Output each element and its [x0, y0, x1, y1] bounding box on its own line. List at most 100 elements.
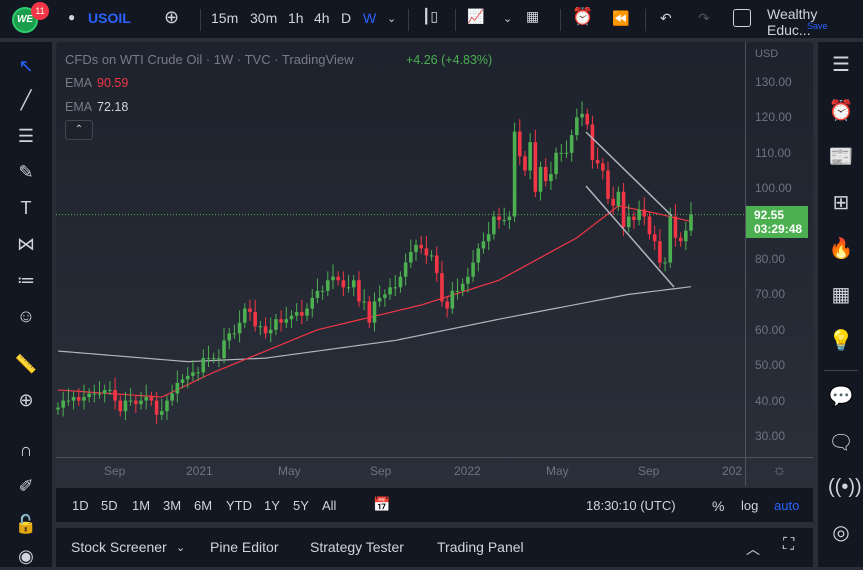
- tab-strategy-tester[interactable]: Strategy Tester: [310, 539, 404, 555]
- chart-area[interactable]: [56, 42, 813, 486]
- candle-body: [237, 322, 242, 334]
- settings-gear-icon[interactable]: ☼: [772, 462, 787, 479]
- candle-body: [346, 287, 351, 289]
- maximize-icon[interactable]: ⛶: [783, 536, 795, 553]
- chevron-down-icon[interactable]: ⌄: [387, 13, 397, 25]
- trendline-icon[interactable]: ╱: [20, 90, 32, 110]
- range-3m[interactable]: 3M: [163, 498, 182, 513]
- candle-body: [372, 301, 377, 323]
- candle-body: [398, 276, 403, 288]
- eye-icon[interactable]: ◉: [18, 546, 34, 566]
- interval-15m[interactable]: 15m: [211, 10, 239, 26]
- undo-icon[interactable]: ↶: [660, 10, 672, 26]
- range-5y[interactable]: 5Y: [293, 498, 309, 513]
- candle-body: [357, 280, 361, 302]
- ideas-bulb-icon[interactable]: 💡: [828, 330, 854, 352]
- save-button[interactable]: Save: [807, 21, 828, 31]
- tab-pine-editor[interactable]: Pine Editor: [210, 539, 279, 555]
- range-ytd[interactable]: YTD: [226, 498, 252, 513]
- chat-icon[interactable]: 🗨: [828, 432, 854, 454]
- candle-body: [165, 400, 169, 412]
- range-1y[interactable]: 1Y: [264, 498, 280, 513]
- price-tick: 110.00: [755, 145, 791, 160]
- cursor-icon[interactable]: ↖: [18, 56, 34, 76]
- alert-icon[interactable]: ⏰: [572, 7, 594, 26]
- candle-body: [139, 400, 143, 405]
- interval-d[interactable]: D: [341, 10, 352, 26]
- emoji-icon[interactable]: ☺: [16, 306, 36, 326]
- tab-stock-screener[interactable]: Stock Screener: [71, 539, 167, 555]
- range-1m[interactable]: 1M: [132, 498, 151, 513]
- currency-selector[interactable]: USD: [755, 48, 779, 60]
- candle-body: [61, 400, 65, 408]
- interval-1h[interactable]: 1h: [288, 10, 304, 26]
- ema2-label[interactable]: EMA: [65, 100, 93, 114]
- candle-body: [92, 393, 97, 395]
- news-icon[interactable]: 📰: [828, 146, 854, 168]
- range-5d[interactable]: 5D: [101, 498, 118, 513]
- indicators-icon[interactable]: 📈: [467, 8, 485, 24]
- interval-4h[interactable]: 4h: [314, 10, 330, 26]
- ema2-value: 72.18: [97, 100, 129, 114]
- fullscreen-checkbox[interactable]: [733, 9, 751, 27]
- candle-body: [455, 290, 460, 292]
- streams-icon[interactable]: ((•)): [828, 476, 862, 498]
- candle-body: [611, 198, 615, 206]
- candle-body: [154, 400, 159, 415]
- price-change: +4.26 (+4.83%): [406, 53, 493, 67]
- auto-toggle[interactable]: auto: [774, 498, 800, 513]
- watchlist-icon[interactable]: ☰: [832, 54, 850, 76]
- collapse-panel-icon[interactable]: ︿: [746, 541, 760, 557]
- notifications-icon[interactable]: ◎: [832, 522, 850, 544]
- log-toggle[interactable]: log: [741, 498, 759, 513]
- magnet-icon[interactable]: ∩: [19, 440, 33, 460]
- collapse-legend-button[interactable]: ⌃: [65, 120, 93, 140]
- candle-body: [616, 191, 621, 206]
- compare-add-icon[interactable]: ⊕: [164, 7, 180, 27]
- hotlist-flame-icon[interactable]: 🔥: [828, 238, 854, 260]
- range-all[interactable]: All: [322, 498, 337, 513]
- text-icon[interactable]: T: [20, 198, 32, 218]
- bar-countdown: 03:29:48: [754, 222, 803, 236]
- candle-body: [621, 191, 626, 228]
- ruler-icon[interactable]: 📏: [14, 354, 38, 374]
- candle-body: [424, 248, 429, 256]
- candle-body: [684, 230, 688, 242]
- tab-trading-panel[interactable]: Trading Panel: [437, 539, 524, 555]
- calendar-icon[interactable]: ▦: [831, 284, 851, 306]
- range-6m[interactable]: 6M: [194, 498, 213, 513]
- alarm-clock-icon[interactable]: ⏰: [828, 100, 854, 122]
- chats-icon[interactable]: 💬: [828, 386, 854, 408]
- layout-name[interactable]: Wealthy Educ...: [767, 6, 818, 38]
- candle-body: [331, 276, 335, 281]
- interval-30m[interactable]: 30m: [250, 10, 278, 26]
- candle-body: [523, 156, 527, 171]
- time-tick: 2021: [186, 464, 213, 478]
- range-1d[interactable]: 1D: [72, 498, 89, 513]
- fib-icon[interactable]: ☰: [17, 126, 35, 146]
- symbol-search[interactable]: USOIL: [88, 10, 131, 26]
- brush-icon[interactable]: ✎: [18, 162, 34, 182]
- candle-body: [502, 220, 507, 222]
- candles-icon[interactable]: ┃▯: [422, 8, 439, 24]
- time-tick: May: [546, 464, 569, 478]
- prediction-icon[interactable]: ≔: [17, 270, 35, 290]
- chart-title: CFDs on WTI Crude Oil · 1W · TVC · Tradi…: [65, 52, 354, 67]
- pattern-icon[interactable]: ⋈: [17, 234, 35, 254]
- replay-icon[interactable]: ⏪: [612, 10, 630, 26]
- chevron-down-icon[interactable]: ⌄: [503, 13, 513, 25]
- date-range-icon[interactable]: 📅: [373, 496, 391, 512]
- layout-icon[interactable]: ▦: [526, 8, 540, 24]
- lock-icon[interactable]: 🔓: [14, 514, 38, 534]
- zoom-icon[interactable]: ⊕: [18, 390, 34, 410]
- ema1-label[interactable]: EMA: [65, 76, 93, 90]
- chevron-down-icon[interactable]: ⌄: [176, 542, 186, 554]
- utc-clock[interactable]: 18:30:10 (UTC): [586, 498, 676, 513]
- candle-body: [206, 358, 211, 360]
- candle-body: [632, 216, 636, 221]
- add-list-icon[interactable]: ⊞: [832, 192, 850, 214]
- percent-toggle[interactable]: %: [712, 498, 725, 514]
- interval-w[interactable]: W: [363, 10, 377, 26]
- lock-drawing-icon[interactable]: ✐: [18, 476, 34, 496]
- candle-body: [191, 372, 195, 376]
